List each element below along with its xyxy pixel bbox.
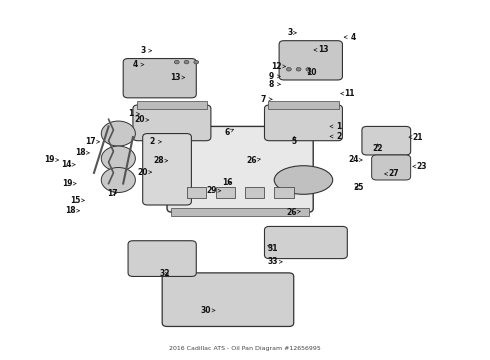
Text: 26: 26 [246,156,260,165]
Text: 2: 2 [330,132,342,141]
Circle shape [296,67,301,71]
Circle shape [174,60,179,64]
Text: 1: 1 [128,109,140,118]
Text: 1: 1 [330,122,342,131]
Text: 18: 18 [75,148,89,157]
Text: 27: 27 [385,170,399,179]
Text: 21: 21 [409,132,423,141]
Bar [187,187,206,198]
Ellipse shape [274,166,333,194]
Text: 32: 32 [159,269,170,278]
Text: 8: 8 [269,80,280,89]
Circle shape [101,167,135,193]
FancyBboxPatch shape [269,101,339,109]
Text: 19: 19 [62,179,76,188]
Circle shape [287,67,291,71]
Text: 19: 19 [45,156,59,165]
Text: 12: 12 [271,62,286,71]
Text: 17: 17 [85,137,99,146]
Text: 22: 22 [372,144,383,153]
Text: 20: 20 [135,116,149,125]
Text: 33: 33 [268,257,282,266]
Circle shape [184,60,189,64]
Text: 6: 6 [224,128,234,137]
FancyBboxPatch shape [362,126,411,155]
Text: 18: 18 [65,206,79,215]
Text: 11: 11 [341,89,355,98]
Text: 25: 25 [354,183,364,192]
Text: 16: 16 [221,178,232,187]
Bar [274,187,294,198]
Text: 31: 31 [267,244,277,253]
FancyBboxPatch shape [265,105,343,141]
FancyBboxPatch shape [128,241,196,276]
Text: 3: 3 [287,28,296,37]
Text: 2: 2 [150,137,161,146]
Bar [216,187,235,198]
FancyBboxPatch shape [162,273,294,327]
Text: 29: 29 [207,186,221,195]
FancyBboxPatch shape [133,105,211,141]
Text: 3: 3 [140,46,151,55]
Text: 20: 20 [137,168,151,177]
Circle shape [101,121,135,146]
Circle shape [194,60,199,64]
Text: 4: 4 [132,60,144,69]
FancyBboxPatch shape [171,208,309,216]
Text: 2016 Cadillac ATS - Oil Pan Diagram #12656995: 2016 Cadillac ATS - Oil Pan Diagram #126… [169,346,321,351]
FancyBboxPatch shape [279,41,343,80]
FancyBboxPatch shape [265,226,347,258]
Text: 10: 10 [307,68,317,77]
Text: 17: 17 [107,189,118,198]
Text: 5: 5 [292,136,297,145]
FancyBboxPatch shape [137,101,207,109]
Bar [245,187,265,198]
Text: 15: 15 [70,196,84,205]
Text: 13: 13 [171,73,185,82]
FancyBboxPatch shape [123,59,196,98]
Text: 14: 14 [61,160,75,169]
Text: 9: 9 [269,72,280,81]
FancyBboxPatch shape [167,126,313,212]
Circle shape [101,146,135,171]
Text: 13: 13 [314,45,328,54]
Text: 4: 4 [344,33,356,42]
Text: 24: 24 [348,156,362,165]
Circle shape [306,67,311,71]
Text: 26: 26 [286,208,300,217]
FancyBboxPatch shape [143,134,192,205]
Text: 30: 30 [201,306,215,315]
Text: 28: 28 [153,156,168,165]
Text: 7: 7 [260,95,272,104]
Text: 23: 23 [413,162,427,171]
FancyBboxPatch shape [372,155,411,180]
